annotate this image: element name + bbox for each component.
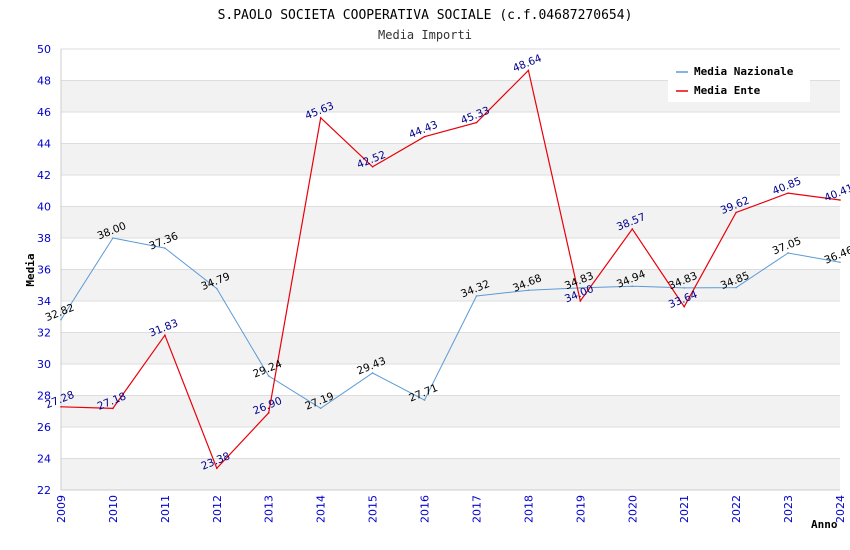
data-point	[267, 375, 270, 377]
data-point	[579, 300, 582, 302]
data-point	[112, 407, 114, 410]
y-tick-label: 30	[37, 358, 51, 371]
y-axis-ticks: 22 24 26 28 30 32 34 36 38 40 42 44 46 48 50	[37, 43, 51, 497]
legend-box	[668, 60, 810, 102]
y-tick-label: 28	[37, 390, 51, 403]
data-point	[475, 295, 478, 297]
x-tick-label: 2019	[574, 495, 587, 523]
data-point	[371, 372, 374, 374]
grid-band	[61, 364, 840, 396]
data-point	[527, 289, 530, 292]
y-tick-label: 32	[37, 327, 51, 340]
x-tick-label: 2013	[263, 495, 276, 523]
data-point	[267, 412, 270, 414]
y-tick-label: 40	[37, 201, 51, 214]
data-point	[216, 287, 218, 290]
y-tick-label: 42	[37, 169, 51, 182]
series-line-media-nazionale	[60, 237, 841, 409]
grid-bands	[60, 48, 840, 491]
y-tick-label: 46	[37, 106, 51, 119]
data-point	[216, 467, 218, 470]
data-point	[683, 287, 685, 289]
x-tick-label: 2020	[626, 495, 639, 523]
data-point	[423, 135, 426, 138]
x-tick-label: 2024	[834, 495, 847, 523]
grid-band	[61, 143, 840, 175]
x-tick-label: 2022	[730, 495, 743, 523]
x-axis-label: Anno	[811, 518, 838, 531]
data-point	[579, 287, 582, 289]
series-lines	[60, 69, 841, 470]
data-point	[735, 211, 737, 214]
data-point	[319, 407, 322, 410]
x-tick-label: 2009	[55, 495, 68, 523]
data-point	[839, 199, 841, 201]
y-tick-label: 50	[37, 43, 51, 56]
chart-title: S.PAOLO SOCIETA COOPERATIVA SOCIALE (c.f…	[218, 8, 633, 23]
chart-subtitle: Media Importi	[378, 28, 472, 42]
data-point	[60, 318, 62, 321]
grid-band	[61, 427, 840, 459]
x-tick-label: 2018	[522, 495, 535, 523]
data-point	[319, 117, 322, 119]
y-tick-label: 22	[37, 484, 51, 497]
grid-band	[61, 301, 840, 333]
x-tick-label: 2010	[107, 495, 120, 523]
grid-band	[61, 238, 840, 270]
grid-band	[61, 175, 840, 207]
y-tick-label: 24	[37, 453, 51, 466]
data-point	[60, 406, 62, 408]
data-point	[164, 334, 166, 336]
grid-band	[61, 206, 840, 238]
legend-label-media-nazionale: Media Nazionale	[694, 65, 794, 78]
series-line-media-ente	[60, 69, 841, 470]
grid-band	[61, 112, 840, 144]
y-tick-label: 48	[37, 75, 51, 88]
data-point	[475, 121, 478, 124]
data-point	[735, 286, 737, 289]
grid-band	[61, 458, 840, 490]
y-axis-label: Media	[24, 253, 37, 286]
grid-band	[61, 269, 840, 301]
x-tick-label: 2012	[211, 495, 224, 523]
y-tick-label: 26	[37, 421, 51, 434]
data-point	[423, 399, 426, 401]
data-point	[631, 285, 634, 287]
data-point	[787, 192, 789, 194]
data-point	[787, 252, 789, 254]
data-point	[839, 261, 841, 264]
x-tick-label: 2023	[782, 495, 795, 523]
legend-label-media-ente: Media Ente	[694, 84, 761, 97]
x-tick-label: 2016	[419, 495, 432, 523]
x-tick-label: 2017	[470, 495, 483, 523]
data-point	[164, 247, 166, 249]
x-tick-label: 2021	[678, 495, 691, 523]
data-point	[112, 237, 114, 239]
y-tick-label: 38	[37, 232, 51, 245]
x-tick-label: 2014	[315, 495, 328, 523]
data-point	[683, 305, 685, 308]
x-tick-label: 2011	[159, 495, 172, 523]
y-tick-label: 34	[37, 295, 51, 308]
x-tick-label: 2015	[367, 495, 380, 523]
x-axis-ticks: 2009 2010 2011 2012 2013 2014 2015 2016 2017 2018…	[55, 495, 847, 523]
legend: Media Nazionale Media Ente	[668, 60, 810, 102]
y-tick-label: 44	[37, 138, 51, 151]
y-tick-label: 36	[37, 264, 51, 277]
data-point	[631, 228, 634, 230]
grid-band	[61, 395, 840, 427]
data-point	[527, 69, 530, 72]
data-point	[371, 166, 374, 168]
